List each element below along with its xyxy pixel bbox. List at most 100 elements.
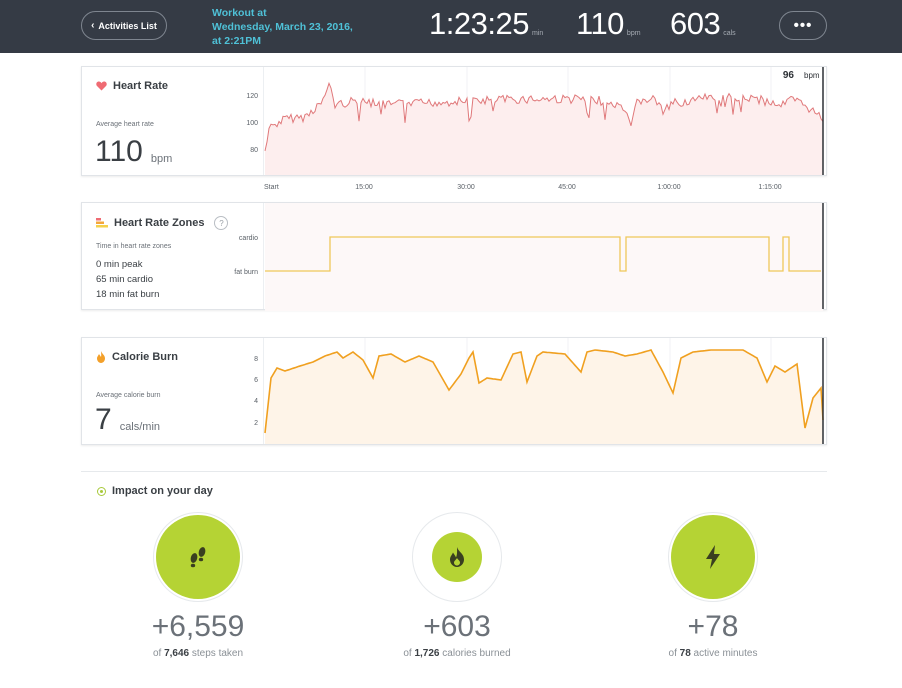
heart-rate-area (265, 83, 823, 175)
calories-prefix: of (403, 648, 412, 659)
workout-title-line-3: at 2:21PM (212, 35, 262, 47)
calories-ring (412, 512, 502, 602)
impact-active-minutes: +78 of 78 active minutes (613, 512, 813, 659)
calories-unit: cals (723, 30, 736, 37)
more-options-button[interactable]: ••• (779, 11, 827, 40)
target-icon (97, 486, 106, 496)
active-minutes-prefix: of (668, 648, 677, 659)
calorie-summary: Calorie Burn Average calorie burn 7 cals… (82, 338, 264, 444)
workout-title: Workout at Wednesday, March 23, 2016, at… (212, 6, 382, 48)
cal-y-tick: 2 (254, 420, 258, 427)
time-tick: 15:00 (355, 184, 373, 191)
calories-label: calories burned (442, 648, 511, 659)
avg-heart-rate-value: 110 (95, 135, 143, 168)
heart-rate-line (264, 81, 824, 152)
active-minutes-fill (671, 515, 755, 599)
time-axis: Start 15:00 30:00 45:00 1:00:00 1:15:00 (264, 184, 782, 191)
time-in-zones-label: Time in heart rate zones (96, 243, 172, 250)
zone-list: 0 min peak 65 min cardio 18 min fat burn (96, 257, 159, 302)
heart-rate-chart[interactable]: 120 100 80 96 bpm (82, 67, 828, 177)
heart-rate-zones-card: Heart Rate Zones ? Time in heart rate zo… (81, 202, 828, 311)
hr-y-tick: 120 (246, 93, 258, 100)
heart-rate-unit: bpm (626, 30, 641, 37)
steps-ring (153, 512, 243, 602)
time-tick: 30:00 (457, 184, 475, 191)
cal-y-tick: 4 (254, 398, 258, 405)
more-icon: ••• (793, 17, 813, 34)
steps-fill (156, 515, 240, 599)
time-tick: 45:00 (558, 184, 576, 191)
zones-summary: Heart Rate Zones ? Time in heart rate zo… (82, 203, 264, 309)
active-minutes-total: 78 (679, 648, 691, 659)
cal-y-tick: 8 (254, 356, 258, 363)
current-heart-rate-unit: bpm (804, 71, 820, 80)
impact-title-label: Impact on your day (112, 485, 213, 497)
avg-heart-rate-unit: bpm (150, 153, 173, 165)
heart-rate-title-label: Heart Rate (113, 80, 169, 92)
zones-icon (96, 218, 108, 228)
time-tick: Start (264, 184, 279, 191)
hr-y-tick: 80 (250, 147, 258, 154)
heart-rate-stat: 110 bpm (576, 6, 641, 42)
lightning-icon (706, 545, 720, 569)
heart-rate-title: Heart Rate (96, 80, 168, 92)
calorie-burn-card: Calorie Burn Average calorie burn 7 cals… (81, 337, 827, 445)
zone-y-tick: fat burn (234, 269, 258, 276)
calorie-title-label: Calorie Burn (112, 351, 179, 363)
help-icon[interactable]: ? (214, 216, 229, 230)
zones-title-label: Heart Rate Zones (114, 217, 205, 229)
heart-rate-zones-chart[interactable]: cardio fat burn (82, 203, 828, 311)
activities-list-button[interactable]: ‹ Activities List (81, 11, 167, 40)
avg-calorie-value: 7 (95, 403, 112, 436)
avg-calorie: 7 cals/min (95, 405, 160, 435)
heart-icon (96, 81, 107, 91)
calorie-burn-chart[interactable]: 8 6 4 2 (82, 338, 828, 446)
calorie-area (265, 350, 823, 444)
activities-list-label: Activities List (98, 20, 157, 31)
impact-title: Impact on your day (97, 485, 213, 497)
zone-peak: 0 min peak (96, 259, 143, 270)
duration-unit: min (531, 30, 544, 37)
heart-rate-summary: Heart Rate Average heart rate 110 bpm (82, 67, 264, 175)
zones-title: Heart Rate Zones ? (96, 216, 229, 230)
avg-heart-rate-label: Average heart rate (96, 121, 154, 128)
impact-calories: +603 of 1,726 calories burned (357, 512, 557, 659)
active-minutes-value: +78 (687, 610, 739, 643)
duration-value: 1:23:25 (429, 6, 529, 41)
time-tick: 1:00:00 (657, 184, 680, 191)
zone-y-tick: cardio (239, 235, 258, 242)
time-tick: 1:15:00 (758, 184, 781, 191)
impact-steps: +6,559 of 7,646 steps taken (98, 512, 298, 659)
section-divider (81, 471, 827, 472)
top-bar: ‹ Activities List Workout at Wednesday, … (0, 0, 902, 53)
zone-cardio: 65 min cardio (96, 274, 154, 285)
chevron-left-icon: ‹ (91, 19, 95, 31)
steps-value: +6,559 (151, 610, 245, 643)
current-heart-rate-value: 96 (783, 70, 795, 81)
heart-rate-card: Heart Rate Average heart rate 110 bpm 12… (81, 66, 827, 176)
avg-heart-rate: 110 bpm (95, 137, 172, 167)
heart-rate-value: 110 (576, 6, 624, 41)
zone-fat-burn: 18 min fat burn (96, 289, 160, 300)
steps-prefix: of (152, 648, 162, 659)
zone-line (265, 236, 821, 272)
active-minutes-ring (668, 512, 758, 602)
zones-chart-bg (265, 203, 823, 311)
workout-title-line-1: Workout at (212, 7, 267, 19)
hr-y-tick: 100 (246, 120, 258, 127)
calories-value: 603 (670, 6, 721, 41)
cal-y-tick: 6 (254, 377, 258, 384)
avg-calorie-unit: cals/min (119, 421, 161, 433)
duration-stat: 1:23:25 min (429, 6, 543, 42)
calorie-line (264, 349, 824, 434)
calories-impact-value: +603 (423, 610, 491, 643)
workout-title-line-2: Wednesday, March 23, 2016, (212, 21, 353, 33)
steps-total: 7,646 (164, 648, 190, 659)
avg-calorie-label: Average calorie burn (96, 392, 161, 399)
calories-caption: of 1,726 calories burned (357, 648, 557, 659)
steps-caption: of 7,646 steps taken (98, 648, 298, 659)
calories-fill (432, 532, 482, 582)
flame-icon (450, 547, 464, 567)
calories-stat: 603 cals (670, 6, 736, 42)
footprints-icon (190, 547, 206, 568)
